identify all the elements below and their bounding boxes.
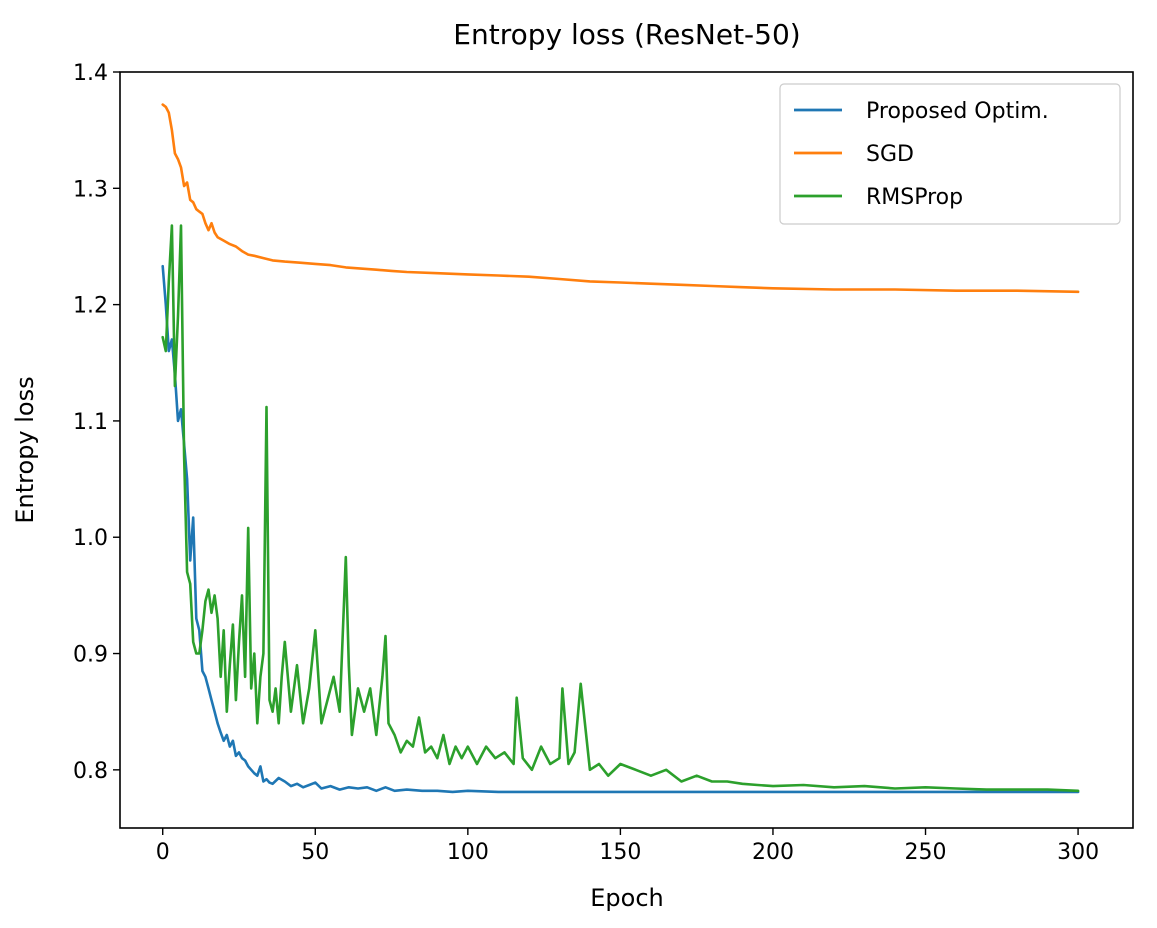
x-tick-label: 150 (599, 840, 641, 865)
y-tick-label: 1.2 (73, 294, 108, 319)
y-tick-label: 0.9 (73, 643, 108, 668)
x-tick-label: 300 (1057, 840, 1099, 865)
legend-label-proposed-optim: Proposed Optim. (866, 99, 1049, 124)
y-tick-label: 1.0 (73, 526, 108, 551)
x-tick-label: 200 (752, 840, 794, 865)
series-line-rmsprop (161, 224, 1080, 793)
series-lines (161, 103, 1080, 794)
y-tick-label: 1.3 (73, 177, 108, 202)
series-line-sgd (161, 103, 1080, 294)
y-tick-label: 1.1 (73, 410, 108, 435)
chart-title: Entropy loss (ResNet-50) (453, 18, 800, 51)
legend-label-sgd: SGD (866, 142, 914, 167)
x-tick-label: 50 (301, 840, 329, 865)
series-line-proposed-optim (161, 264, 1080, 794)
y-tick-label: 1.4 (73, 61, 108, 86)
legend-label-rmsprop: RMSProp (866, 185, 963, 210)
x-axis-title: Epoch (590, 884, 664, 912)
legend: Proposed Optim. SGD RMSProp (779, 83, 1121, 225)
y-tick-label: 0.8 (73, 759, 108, 784)
y-axis-title: Entropy loss (11, 376, 39, 523)
x-tick-label: 100 (447, 840, 489, 865)
x-tick-label: 250 (905, 840, 947, 865)
x-tick-label: 0 (156, 840, 170, 865)
plot-frame (119, 71, 1134, 829)
legend-box (779, 83, 1121, 225)
